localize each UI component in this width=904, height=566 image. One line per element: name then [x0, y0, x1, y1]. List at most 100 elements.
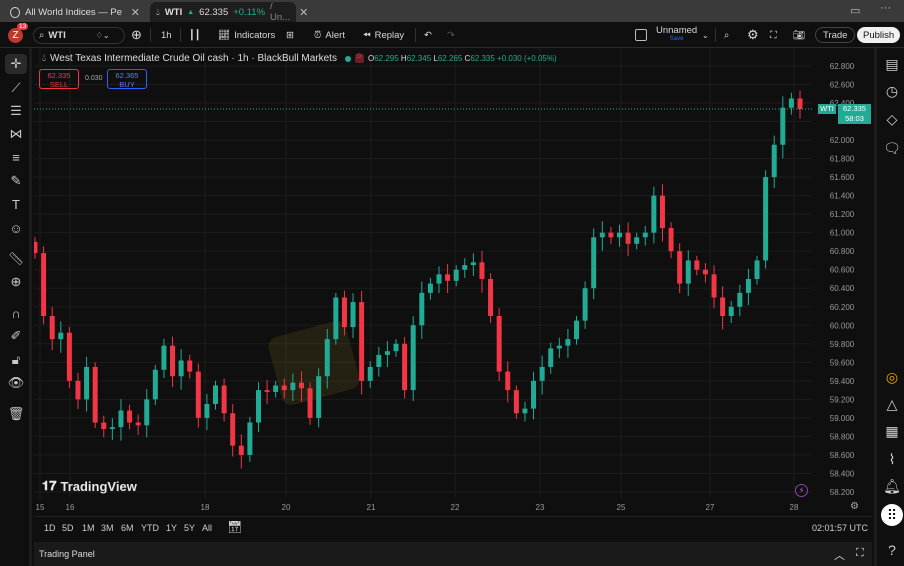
- range-6m[interactable]: 6M: [121, 523, 134, 533]
- interval-button[interactable]: 1h: [161, 29, 172, 41]
- high-value: 62.345: [406, 54, 432, 63]
- help-icon[interactable]: ?: [888, 542, 896, 558]
- replay-button[interactable]: ⏪︎ Replay: [363, 29, 405, 41]
- sell-button[interactable]: 62.335 SELL: [39, 69, 79, 89]
- trading-panel-tab[interactable]: Trading Panel: [39, 549, 95, 559]
- candle: [436, 266, 442, 294]
- range-5y[interactable]: 5Y: [184, 523, 196, 533]
- axis-settings-icon[interactable]: ⚙︎: [850, 501, 859, 512]
- forecast-icon[interactable]: ≡: [12, 149, 20, 165]
- symbol-title[interactable]: West Texas Intermediate Crude Oil cash ·…: [50, 53, 337, 64]
- chevron-up-icon[interactable]: ︿: [834, 550, 845, 562]
- candles-icon[interactable]: ┃┃: [189, 29, 201, 41]
- broadcast-icon[interactable]: ⌇: [888, 450, 896, 467]
- candle-body: [58, 332, 64, 340]
- price-tick-label: 62.800: [830, 62, 855, 71]
- close-tab-icon[interactable]: ✕: [130, 6, 140, 19]
- trade-button[interactable]: Trade: [815, 27, 856, 43]
- redo-icon[interactable]: ↷: [447, 29, 455, 41]
- text-icon[interactable]: T: [12, 196, 20, 212]
- undo-icon[interactable]: ↶: [424, 29, 432, 41]
- eye-icon[interactable]: 👁︎: [7, 375, 25, 390]
- more-icon[interactable]: ···: [880, 2, 891, 14]
- layers-icon[interactable]: ◇: [886, 110, 898, 127]
- candle-body: [763, 177, 769, 261]
- layout-name-button[interactable]: Unnamed Save: [656, 25, 698, 42]
- camera-icon[interactable]: 📷︎: [793, 29, 806, 41]
- calendar-icon[interactable]: 📅︎: [227, 520, 243, 534]
- templates-icon[interactable]: ⊞: [286, 29, 294, 41]
- settings-icon[interactable]: ⚙︎: [747, 27, 759, 42]
- price-tick-label: 61.000: [830, 229, 855, 238]
- data-icon: D: [354, 54, 364, 63]
- range-1d[interactable]: 1D: [44, 523, 56, 533]
- fullscreen-icon[interactable]: ⛶: [770, 29, 777, 41]
- change-value: +0.030 (+0.05%): [497, 54, 557, 63]
- tab-all-world-indices[interactable]: All World Indices — Performa ✕: [4, 2, 146, 22]
- candle: [58, 321, 64, 353]
- zoom-in-icon[interactable]: ⊕: [10, 274, 22, 289]
- candle: [625, 222, 631, 257]
- trend-line-icon[interactable]: ⟋: [11, 80, 21, 95]
- range-1m[interactable]: 1M: [82, 523, 95, 533]
- ruler-icon[interactable]: 📏︎: [7, 251, 25, 266]
- price-tick-label: 60.000: [830, 321, 855, 330]
- lock-drawing-icon[interactable]: ✐: [10, 328, 22, 343]
- lock-icon[interactable]: 🔓︎: [11, 352, 21, 367]
- range-3m[interactable]: 3M: [101, 523, 114, 533]
- add-symbol-icon[interactable]: ⊕: [131, 27, 142, 42]
- candle-body: [608, 232, 614, 238]
- crosshair-icon[interactable]: ✛: [5, 54, 27, 74]
- notifications-bell-icon[interactable]: 🔔︎: [883, 477, 901, 494]
- pattern-icon[interactable]: ⋈: [9, 126, 23, 141]
- candle: [281, 378, 287, 399]
- apps-grid-icon[interactable]: ⠿: [881, 504, 903, 526]
- price-tick-label: 60.600: [830, 266, 855, 275]
- emoji-icon[interactable]: ☺: [9, 220, 23, 236]
- symbol-search[interactable]: ⌕ WTI ♢⌄: [33, 27, 125, 44]
- publish-button[interactable]: Publish: [857, 27, 901, 43]
- magnet-icon[interactable]: ∩: [11, 305, 21, 321]
- lightning-icon[interactable]: ⚡︎: [795, 484, 808, 497]
- price-chart[interactable]: 62.800 62.600 62.400 62.000 61.800 61.600 61.4…: [34, 48, 874, 516]
- price-tick-label: 58.800: [830, 432, 855, 441]
- alerts-clock-icon[interactable]: ◷: [885, 82, 899, 99]
- ideas-icon[interactable]: △: [886, 395, 898, 412]
- range-5d[interactable]: 5D: [62, 523, 74, 533]
- calendar-icon[interactable]: ▦: [885, 422, 899, 439]
- candle: [591, 228, 597, 300]
- symbol-input[interactable]: WTI: [48, 30, 66, 41]
- target-icon[interactable]: ◎: [885, 368, 899, 385]
- fib-retracement-icon[interactable]: ☰: [10, 103, 22, 118]
- candle: [522, 401, 528, 422]
- candle-body: [677, 251, 683, 284]
- candle-body: [625, 232, 631, 244]
- brush-icon[interactable]: ✎: [10, 173, 22, 188]
- user-avatar[interactable]: Z 13: [8, 23, 29, 43]
- range-all[interactable]: All: [202, 523, 213, 533]
- close-tab-icon[interactable]: ✕: [299, 6, 309, 19]
- price-tick-label: 60.800: [830, 247, 855, 256]
- range-1y[interactable]: 1Y: [166, 523, 178, 533]
- watchlist-icon[interactable]: ▤: [885, 55, 899, 72]
- tradingview-logo[interactable]: 𝟏𝟕 TradingView: [42, 478, 137, 494]
- quick-search-icon[interactable]: ⌕: [724, 29, 730, 41]
- candle-body: [247, 422, 253, 455]
- trash-icon[interactable]: 🗑︎: [7, 406, 25, 421]
- candle: [685, 250, 691, 296]
- range-ytd[interactable]: YTD: [141, 523, 159, 533]
- candle-body: [213, 385, 219, 404]
- alert-button[interactable]: ⏰︎ Alert: [314, 29, 345, 41]
- candle: [702, 262, 708, 283]
- tab-suffix: / Un...: [270, 1, 291, 23]
- maximize-icon[interactable]: ⛶: [856, 547, 864, 559]
- gem-icon[interactable]: ♢⌄: [95, 31, 110, 40]
- chevron-down-icon[interactable]: ⌄: [702, 30, 709, 40]
- chat-icon[interactable]: 🗨︎: [883, 139, 901, 156]
- buy-button[interactable]: 62.365 BUY: [107, 69, 147, 89]
- screen-icon[interactable]: ▭: [850, 5, 861, 17]
- candle-body: [135, 422, 141, 426]
- tab-wti[interactable]: 💧︎ WTI ▲ 62.335 +0.11% / Un... ✕: [150, 1, 308, 23]
- layout-icon[interactable]: [635, 29, 647, 41]
- indicators-button[interactable]: 📈︎ Indicators: [218, 29, 276, 41]
